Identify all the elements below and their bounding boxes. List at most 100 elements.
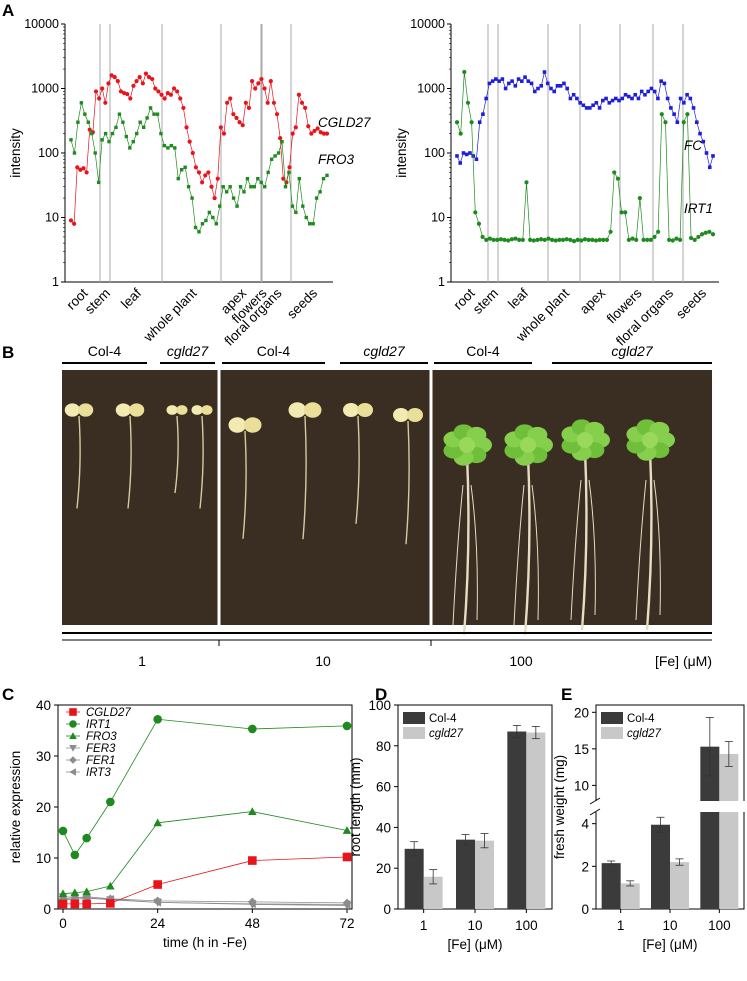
data-point [266, 170, 270, 175]
chart-d: 0 20 40 60 80 100 1 10 100 [Fe] (μM) root length (… [348, 698, 553, 952]
data-point [131, 83, 136, 88]
x-axis-label: [Fe] (μM) [447, 937, 502, 952]
x-group-label: leaf [505, 285, 531, 311]
data-point [520, 237, 525, 242]
data-point [699, 232, 705, 237]
y-tick-label: 0 [383, 902, 391, 917]
data-point [607, 101, 612, 105]
data-point [209, 184, 214, 189]
x-axis-label: time (h in -Fe) [163, 935, 247, 950]
data-point [72, 151, 77, 155]
rosette-root [580, 449, 588, 631]
data-point [549, 237, 555, 242]
data-point [138, 120, 142, 124]
panel-b-group-labels: Col-4 cgld27 Col-4 cgld27 Col-4 cgld27 [62, 343, 712, 364]
x-group-label: seeds [673, 285, 709, 321]
data-point [150, 76, 155, 82]
data-point [623, 210, 628, 215]
data-point [131, 139, 135, 144]
y-axis-label: relative expression [8, 751, 23, 864]
data-point [269, 157, 274, 161]
data-point [513, 236, 518, 241]
data-point [259, 180, 263, 185]
data-point [204, 218, 208, 223]
data-point [586, 237, 591, 242]
data-point [115, 79, 120, 84]
marker [70, 899, 80, 909]
marker [342, 852, 352, 862]
data-point [615, 176, 621, 181]
seedling-cotyledon [303, 402, 322, 418]
data-point [707, 229, 712, 234]
data-point [487, 81, 492, 86]
data-point [325, 173, 329, 178]
data-point [78, 167, 83, 172]
data-point [578, 101, 582, 105]
axis-break-gap [590, 801, 747, 812]
data-point [293, 125, 298, 130]
legend-swatch [601, 712, 623, 724]
data-point [242, 190, 246, 194]
rosette-root [588, 479, 596, 616]
data-point [516, 77, 521, 81]
seedling-root [199, 415, 204, 509]
group-label: Col-4 [88, 343, 122, 359]
data-point [458, 161, 463, 165]
seedling-cotyledon [166, 405, 178, 415]
data-point [287, 170, 291, 175]
data-point [296, 92, 302, 97]
data-point [155, 112, 160, 116]
data-point [545, 81, 550, 86]
data-point [268, 79, 273, 84]
rosette-root [645, 449, 653, 631]
y-tick-label: 10000 [410, 17, 445, 31]
bar [526, 732, 546, 909]
panel-letter-e: E [561, 685, 572, 704]
data-point [502, 237, 507, 242]
data-point [461, 151, 466, 155]
data-point [321, 176, 326, 181]
data-point [558, 84, 563, 88]
data-point [306, 124, 311, 129]
data-point [649, 86, 654, 91]
data-point [184, 125, 189, 130]
data-point [231, 196, 236, 200]
data-point [156, 89, 161, 94]
data-point [100, 86, 105, 91]
data-point [477, 120, 482, 125]
x-tick-label: 10 [467, 918, 482, 933]
data-point [187, 139, 192, 144]
data-point [659, 79, 663, 83]
marker [69, 732, 77, 740]
data-point [84, 170, 89, 175]
x-tick-label: 100 [708, 918, 731, 933]
seedling-cotyledon [201, 405, 213, 415]
data-point [703, 230, 708, 235]
data-point [221, 185, 225, 189]
chart-e: 0 2 4 10 15 20 1 10 100 [Fe] (μM) fresh weight (mg… [552, 704, 747, 952]
panel-b-fe-axis: 1 10 100 [Fe] (μM) [62, 632, 712, 669]
panel-b-photo: Col-4 cgld27 Col-4 cgld27 Col-4 cgld27 1 10 100… [62, 343, 712, 669]
data-point [637, 195, 642, 201]
data-point [639, 89, 644, 94]
data-point [312, 128, 317, 134]
y-tick-label: 10 [431, 211, 445, 225]
bar [475, 840, 494, 909]
marker [70, 888, 80, 897]
seedling-cotyledon [288, 402, 307, 418]
data-point [311, 222, 315, 226]
data-point [175, 89, 180, 94]
bar [620, 883, 640, 909]
x-tick-label: 10 [662, 918, 677, 933]
data-point [588, 106, 592, 110]
data-point [498, 237, 503, 242]
fe-label: 100 [509, 653, 533, 669]
rosette-center [520, 437, 536, 453]
data-point [249, 185, 253, 189]
data-point [677, 237, 683, 242]
data-point [253, 86, 258, 91]
data-point [231, 112, 236, 117]
data-point [507, 81, 511, 86]
data-point [81, 166, 86, 171]
data-point [117, 112, 122, 116]
